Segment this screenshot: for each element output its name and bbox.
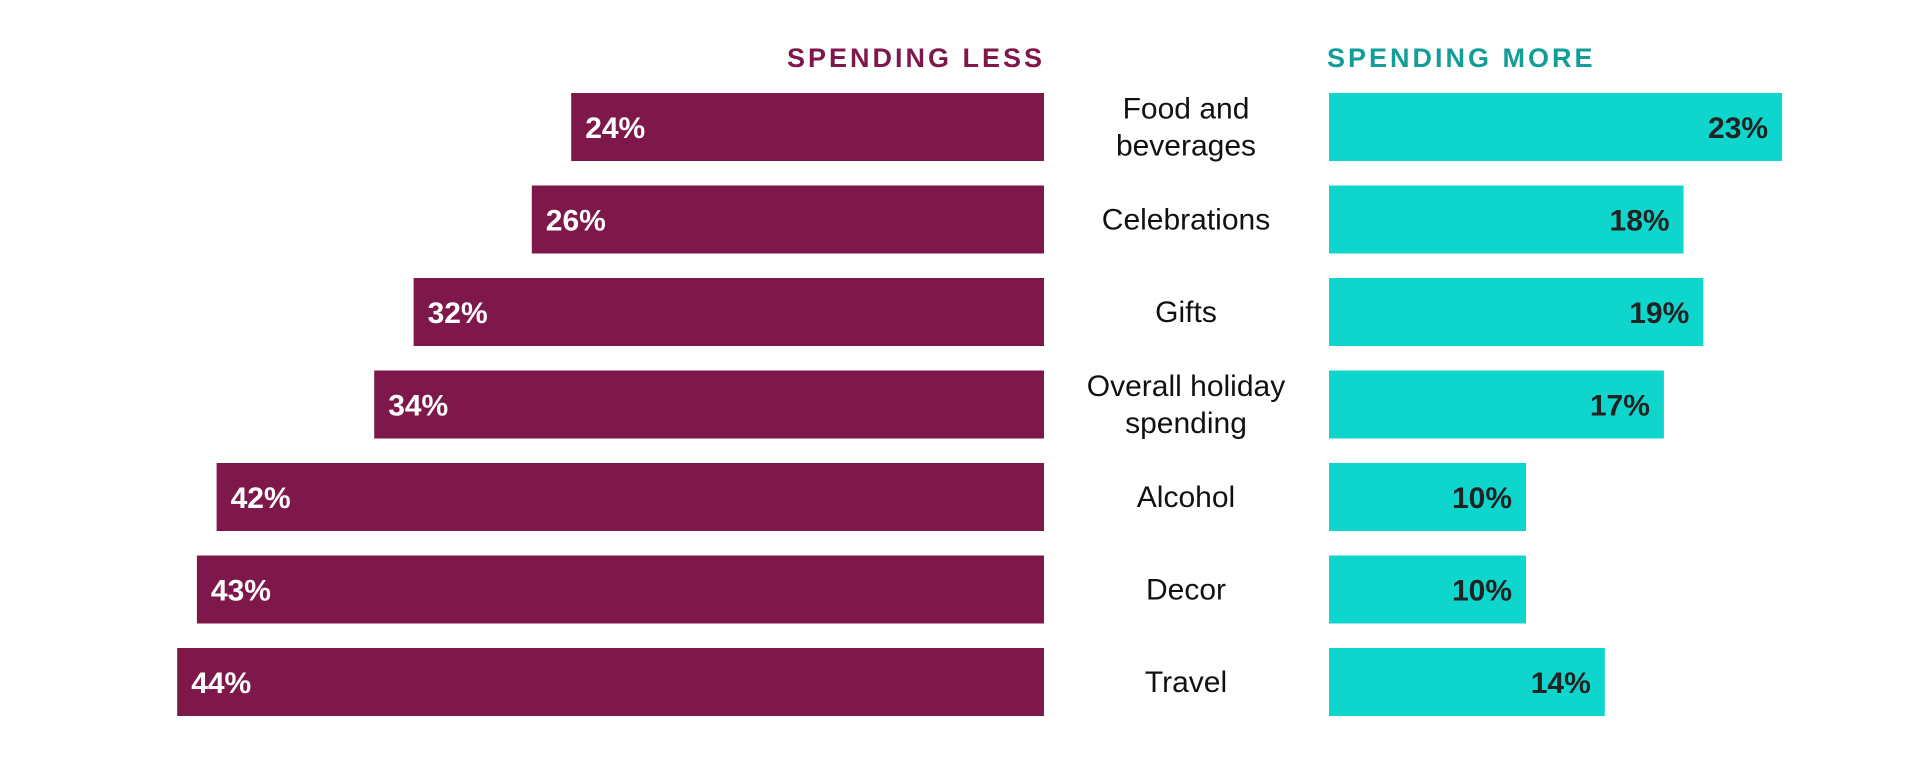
bar-spending-more [1329, 648, 1605, 716]
bar-spending-more [1329, 93, 1783, 161]
value-label-spending-more: 18% [1610, 205, 1670, 238]
category-label: Travel [1145, 666, 1227, 699]
spending-more-header: SPENDING MORE [1327, 43, 1596, 73]
category-label: Alcohol [1137, 481, 1235, 514]
value-label-spending-less: 26% [546, 205, 606, 238]
value-label-spending-more: 10% [1452, 482, 1512, 515]
value-label-spending-less: 32% [428, 297, 488, 330]
bar-spending-more [1329, 463, 1526, 531]
bar-spending-less [531, 185, 1044, 254]
bar-spending-less [196, 555, 1044, 624]
value-label-spending-less: 43% [211, 575, 271, 608]
value-label-spending-less: 34% [388, 390, 448, 423]
value-label-spending-more: 19% [1629, 297, 1689, 330]
value-label-spending-less: 24% [585, 112, 645, 145]
spending-less-header: SPENDING LESS [787, 43, 1045, 73]
value-label-spending-more: 14% [1531, 667, 1591, 700]
bar-spending-more [1329, 185, 1684, 254]
value-label-spending-more: 17% [1590, 390, 1650, 423]
bar-spending-more [1329, 278, 1704, 346]
category-label: Gifts [1155, 296, 1217, 329]
category-label: Decor [1146, 574, 1226, 607]
category-label: Celebrations [1102, 204, 1270, 237]
bar-spending-less [571, 93, 1044, 161]
bar-spending-more [1329, 370, 1664, 439]
bar-spending-less [177, 648, 1044, 716]
value-label-spending-less: 44% [191, 667, 251, 700]
value-label-spending-more: 10% [1452, 575, 1512, 608]
category-label: Food and beverages [1116, 93, 1256, 163]
bar-spending-less [216, 463, 1045, 531]
value-label-spending-less: 42% [231, 482, 291, 515]
value-label-spending-more: 23% [1708, 112, 1768, 145]
bar-spending-less [374, 370, 1044, 439]
bar-rows: 24% 23% Food and beverages 26% 18% Celebration… [177, 93, 1783, 716]
category-label: Overall holiday spending [1087, 370, 1285, 440]
bar-spending-less [413, 278, 1045, 346]
bar-spending-more [1329, 555, 1526, 624]
